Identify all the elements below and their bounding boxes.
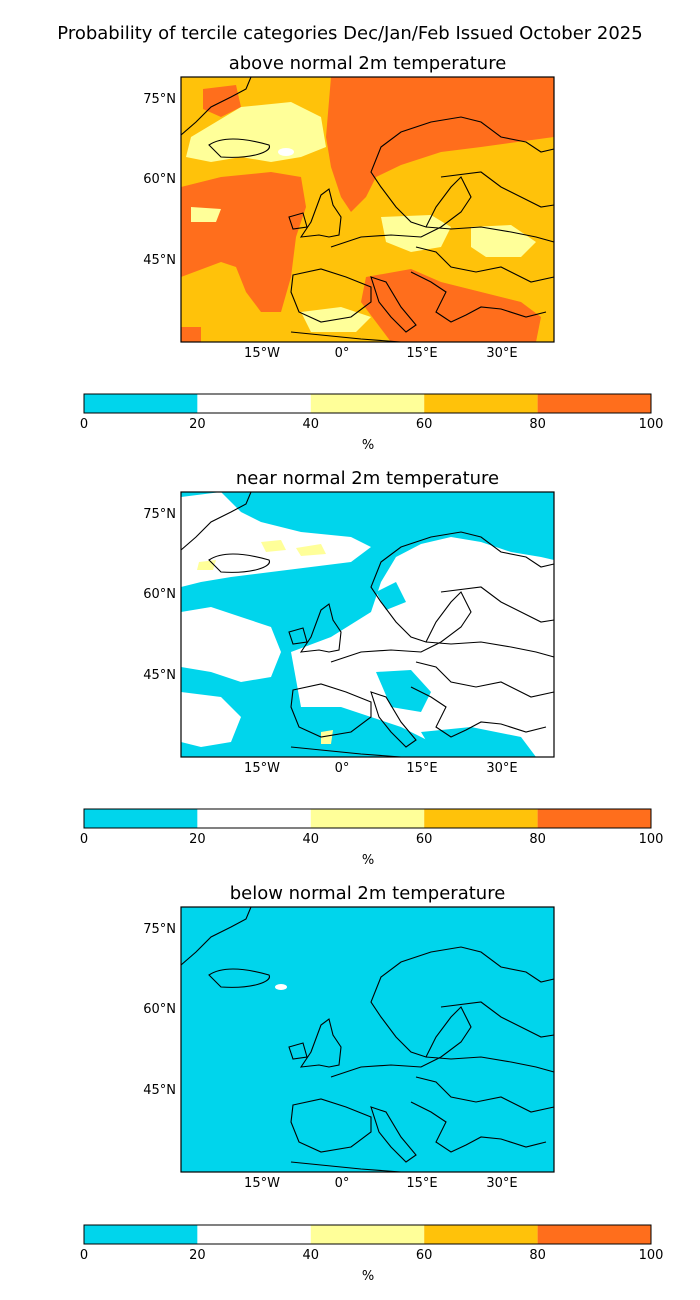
colorbar-segment-20-40 (197, 394, 311, 413)
coastlines (180, 491, 555, 758)
colorbar-tick: 40 (302, 832, 320, 847)
lon-tick-15w: 15°W (244, 761, 280, 776)
colorbar-near-normal (83, 808, 652, 829)
colorbar-unit: % (361, 438, 375, 453)
colorbar-above-normal (83, 393, 652, 414)
colorbar-segment-0-20 (84, 809, 198, 828)
colorbar-tick: 80 (529, 832, 546, 847)
lat-tick-75n: 75°N (143, 507, 176, 522)
colorbar-tick: 80 (529, 1248, 546, 1263)
colorbar-unit: % (361, 1269, 375, 1284)
colorbar-tick: 60 (415, 417, 433, 432)
panel-title-near-normal: near normal 2m temperature (235, 468, 500, 489)
colorbar-segment-80-100 (537, 394, 651, 413)
lon-tick-15e: 15°E (406, 346, 438, 361)
colorbar-tick: 20 (189, 417, 206, 432)
lon-tick-15w: 15°W (244, 1176, 280, 1191)
lat-tick-75n: 75°N (143, 922, 176, 937)
colorbar-segment-0-20 (84, 394, 198, 413)
colorbar-frame (83, 808, 652, 829)
lat-tick-45n: 45°N (143, 668, 176, 683)
lon-tick-15e: 15°E (406, 1176, 438, 1191)
lat-tick-75n: 75°N (143, 92, 176, 107)
map-frame (180, 906, 555, 1173)
colorbar-unit: % (361, 853, 375, 868)
colorbar-tick: 20 (189, 832, 206, 847)
lon-tick-0: 0° (334, 346, 350, 361)
lon-tick-15w: 15°W (244, 346, 280, 361)
colorbar-segment-40-60 (310, 1225, 425, 1244)
panel-title-below-normal: below normal 2m temperature (229, 883, 506, 904)
lat-tick-45n: 45°N (143, 253, 176, 268)
colorbar-tick: 0 (79, 417, 89, 432)
colorbar-tick: 100 (638, 417, 664, 432)
colorbar-segment-20-40 (197, 809, 311, 828)
map-above-normal (180, 76, 555, 343)
above-normal-field (181, 77, 554, 342)
near-normal-field (181, 492, 554, 757)
colorbar-segment-80-100 (537, 809, 651, 828)
map-below-normal (180, 906, 555, 1173)
colorbar-tick: 0 (79, 832, 89, 847)
colorbar-tick: 80 (529, 417, 546, 432)
colorbar-segment-20-40 (197, 1225, 311, 1244)
lon-tick-30e: 30°E (486, 346, 518, 361)
map-frame (180, 76, 555, 343)
coastlines (180, 76, 555, 343)
colorbar-segment-60-80 (424, 394, 538, 413)
lat-tick-45n: 45°N (143, 1083, 176, 1098)
map-near-normal (180, 491, 555, 758)
lon-tick-0: 0° (334, 761, 350, 776)
colorbar-tick: 100 (638, 1248, 664, 1263)
colorbar-segment-40-60 (310, 809, 425, 828)
colorbar-tick: 60 (415, 1248, 433, 1263)
colorbar-segment-80-100 (537, 1225, 651, 1244)
colorbar-tick: 60 (415, 832, 433, 847)
colorbar-segment-60-80 (424, 1225, 538, 1244)
colorbar-tick: 20 (189, 1248, 206, 1263)
colorbar-tick: 100 (638, 832, 664, 847)
colorbar-tick: 40 (302, 1248, 320, 1263)
colorbar-frame (83, 1224, 652, 1245)
colorbar-segment-60-80 (424, 809, 538, 828)
figure-title: Probability of tercile categories Dec/Ja… (57, 23, 643, 44)
colorbar-segment-0-20 (84, 1225, 198, 1244)
lon-tick-0: 0° (334, 1176, 350, 1191)
panel-title-above-normal: above normal 2m temperature (228, 53, 507, 74)
colorbar-segment-40-60 (310, 394, 425, 413)
colorbar-below-normal (83, 1224, 652, 1245)
below-normal-field (181, 907, 554, 1172)
colorbar-tick: 0 (79, 1248, 89, 1263)
colorbar-frame (83, 393, 652, 414)
lat-tick-60n: 60°N (143, 587, 176, 602)
lat-tick-60n: 60°N (143, 1002, 176, 1017)
colorbar-tick: 40 (302, 417, 320, 432)
lon-tick-30e: 30°E (486, 761, 518, 776)
lat-tick-60n: 60°N (143, 172, 176, 187)
map-frame (180, 491, 555, 758)
coastlines (180, 906, 555, 1173)
lon-tick-30e: 30°E (486, 1176, 518, 1191)
lon-tick-15e: 15°E (406, 761, 438, 776)
